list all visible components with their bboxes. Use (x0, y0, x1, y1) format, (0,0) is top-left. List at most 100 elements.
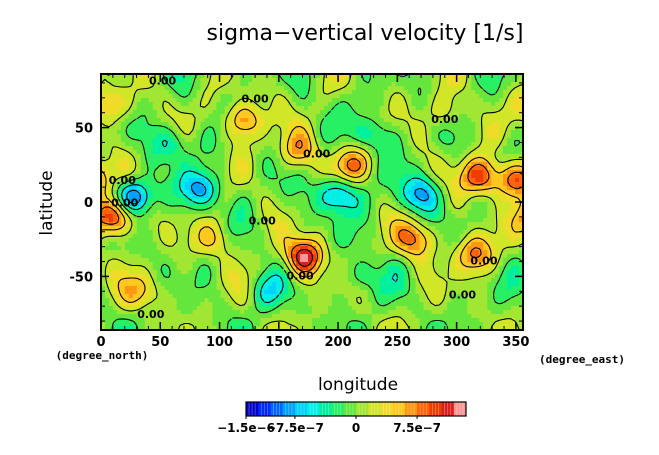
field-cell (395, 138, 401, 143)
field-cell (339, 118, 345, 123)
field-cell (375, 230, 381, 235)
field-cell (152, 162, 158, 167)
field-cell (323, 198, 329, 203)
field-cell (451, 158, 456, 163)
field-cell (363, 146, 369, 151)
field-cell (483, 162, 488, 167)
field-cell (475, 166, 480, 171)
field-cell (439, 166, 444, 171)
field-cell (156, 146, 162, 151)
field-cell (375, 102, 381, 107)
field-cell (319, 246, 325, 251)
field-cell (168, 202, 174, 207)
field-cell (395, 230, 401, 235)
field-cell (439, 246, 444, 251)
field-cell (351, 190, 357, 195)
field-cell (300, 162, 305, 167)
field-cell (479, 142, 484, 147)
field-cell (148, 90, 154, 95)
field-cell (216, 82, 222, 87)
field-cell (499, 214, 504, 219)
field-cell (351, 106, 357, 111)
field-cell (124, 78, 130, 83)
field-cell (224, 254, 229, 259)
field-cell (339, 210, 345, 215)
field-cell (415, 106, 421, 111)
field-cell (483, 254, 488, 259)
field-cell (475, 254, 480, 259)
field-cell (399, 234, 405, 239)
field-cell (387, 122, 393, 127)
field-cell (101, 130, 106, 135)
field-cell (515, 222, 520, 227)
field-cell (387, 174, 393, 179)
field-cell (503, 74, 508, 79)
field-cell (256, 226, 261, 231)
field-cell (188, 118, 194, 123)
field-cell (479, 238, 484, 243)
field-cell (359, 214, 365, 219)
field-cell (276, 154, 281, 159)
field-cell (431, 190, 437, 195)
field-cell (276, 146, 281, 151)
field-cell (104, 210, 110, 215)
field-cell (335, 94, 341, 99)
field-cell (503, 214, 508, 219)
field-cell (244, 170, 249, 175)
field-cell (240, 86, 245, 91)
field-cell (160, 114, 166, 119)
field-cell (256, 154, 261, 159)
field-cell (180, 122, 186, 127)
field-cell (128, 82, 134, 87)
field-cell (312, 98, 317, 103)
field-cell (367, 178, 373, 183)
field-cell (180, 238, 186, 243)
field-cell (427, 198, 433, 203)
field-cell (423, 174, 429, 179)
field-cell (108, 146, 114, 151)
field-cell (216, 154, 222, 159)
field-cell (128, 182, 134, 187)
field-cell (315, 166, 321, 171)
field-cell (160, 146, 166, 151)
field-cell (379, 222, 385, 227)
field-cell (427, 190, 433, 195)
field-cell (208, 250, 214, 255)
field-cell (204, 254, 210, 259)
field-cell (343, 98, 349, 103)
field-cell (248, 158, 253, 163)
field-cell (276, 106, 281, 111)
field-cell (132, 230, 138, 235)
field-cell (507, 110, 512, 115)
field-cell (451, 114, 456, 119)
field-cell (164, 98, 170, 103)
field-cell (240, 150, 245, 155)
field-cell (272, 170, 277, 175)
field-cell (216, 146, 222, 151)
field-cell (411, 242, 417, 247)
field-cell (104, 146, 110, 151)
field-cell (351, 158, 357, 163)
field-cell (491, 222, 496, 227)
field-cell (395, 214, 401, 219)
field-cell (180, 134, 186, 139)
field-cell (423, 162, 429, 167)
field-cell (351, 154, 357, 159)
field-cell (447, 98, 452, 103)
field-cell (300, 226, 305, 231)
field-cell (511, 130, 516, 135)
field-cell (276, 150, 281, 155)
field-cell (140, 206, 146, 211)
field-cell (120, 182, 126, 187)
field-cell (172, 230, 178, 235)
field-cell (399, 226, 405, 231)
field-cell (395, 154, 401, 159)
field-cell (315, 110, 321, 115)
field-cell (335, 218, 341, 223)
field-cell (391, 198, 397, 203)
field-cell (232, 162, 237, 167)
field-cell (423, 210, 429, 215)
field-cell (467, 194, 472, 199)
field-cell (224, 158, 229, 163)
field-cell (383, 254, 389, 259)
